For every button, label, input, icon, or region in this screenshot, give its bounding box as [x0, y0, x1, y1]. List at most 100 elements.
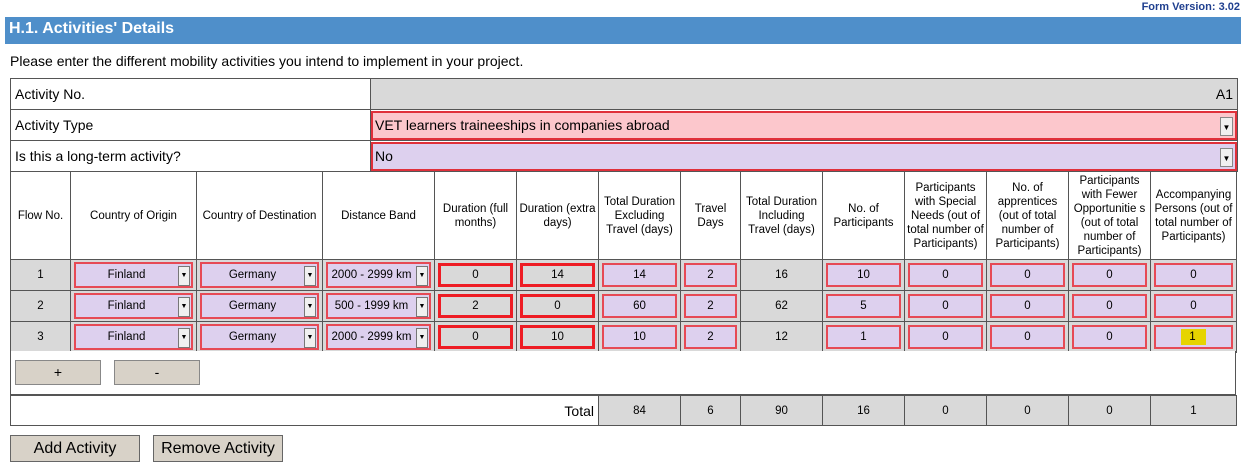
months-input[interactable]: 0 — [438, 325, 513, 349]
activity-type-label: Activity Type — [10, 109, 371, 141]
accompanying-input[interactable]: 0 — [1154, 263, 1233, 287]
travel-cell: 2 — [680, 290, 741, 322]
chevron-down-icon[interactable]: ▼ — [178, 328, 190, 348]
accompanying-input[interactable]: 0 — [1154, 294, 1233, 318]
col-duration-extra-days: Duration (extra days) — [516, 171, 599, 260]
remove-activity-button[interactable]: Remove Activity — [153, 435, 283, 462]
travel-days-input[interactable]: 2 — [684, 325, 737, 349]
col-fewer-opportunities: Participants with Fewer Opportunitie s (… — [1068, 171, 1151, 260]
fewer-opportunities-input[interactable]: 0 — [1072, 263, 1147, 287]
fewer-sum: 0 — [1068, 395, 1151, 426]
activity-type-value: VET learners traineeships in companies a… — [375, 116, 670, 133]
extra-days-cell: 14 — [516, 259, 599, 291]
long-term-value: No — [375, 147, 393, 164]
participants-cell: 10 — [822, 259, 905, 291]
extra-days-input[interactable]: 10 — [520, 325, 595, 349]
origin-cell: Finland ▼ — [70, 259, 197, 291]
long-term-dropdown[interactable]: No ▼ — [371, 141, 1237, 171]
distance-dropdown[interactable]: 2000 - 2999 km ▼ — [326, 324, 431, 350]
origin-cell: Finland ▼ — [70, 321, 197, 353]
total-incl-value: 62 — [775, 300, 788, 312]
participants-input[interactable]: 1 — [826, 325, 901, 349]
destination-dropdown[interactable]: Germany ▼ — [200, 262, 319, 288]
extra-days-input[interactable]: 0 — [520, 294, 595, 318]
apprentices-cell: 0 — [986, 321, 1069, 353]
flow-no: 2 — [10, 290, 71, 322]
travel-sum: 6 — [680, 395, 741, 426]
destination-dropdown[interactable]: Germany ▼ — [200, 324, 319, 350]
chevron-down-icon[interactable]: ▼ — [416, 328, 428, 348]
origin-dropdown[interactable]: Finland ▼ — [74, 324, 193, 350]
activity-info-table: Activity No. A1 Activity Type VET learne… — [10, 78, 1238, 172]
participants-input[interactable]: 5 — [826, 294, 901, 318]
special-cell: 0 — [904, 259, 987, 291]
travel-days-input[interactable]: 2 — [684, 263, 737, 287]
chevron-down-icon[interactable]: ▼ — [178, 266, 190, 286]
add-row-button[interactable]: + — [15, 360, 101, 385]
total-incl-cell: 62 — [740, 290, 823, 322]
col-total-excl-travel: Total Duration Excluding Travel (days) — [598, 171, 681, 260]
activity-type-dropdown[interactable]: VET learners traineeships in companies a… — [371, 110, 1237, 140]
accompanying-input[interactable]: 1 — [1154, 325, 1233, 349]
remove-row-button[interactable]: - — [114, 360, 200, 385]
destination-cell: Germany ▼ — [196, 290, 323, 322]
origin-dropdown[interactable]: Finland ▼ — [74, 293, 193, 319]
distance-dropdown[interactable]: 500 - 1999 km ▼ — [326, 293, 431, 319]
special-cell: 0 — [904, 290, 987, 322]
months-input[interactable]: 0 — [438, 263, 513, 287]
fewer-opportunities-input[interactable]: 0 — [1072, 325, 1147, 349]
flow-no: 1 — [10, 259, 71, 291]
distance-dropdown[interactable]: 2000 - 2999 km ▼ — [326, 262, 431, 288]
chevron-down-icon[interactable]: ▼ — [1220, 147, 1233, 167]
total-excl-value: 60 — [602, 294, 677, 318]
special-sum: 0 — [904, 395, 987, 426]
flow-no-value: 1 — [37, 269, 44, 281]
accompanying-sum: 1 — [1150, 395, 1237, 426]
special-needs-input[interactable]: 0 — [908, 294, 983, 318]
chevron-down-icon[interactable]: ▼ — [178, 297, 190, 317]
chevron-down-icon[interactable]: ▼ — [304, 297, 316, 317]
origin-value: Finland — [107, 331, 146, 343]
col-country-origin: Country of Origin — [70, 171, 197, 260]
apprentices-cell: 0 — [986, 259, 1069, 291]
apprentices-input[interactable]: 0 — [990, 325, 1065, 349]
row-controls: + - — [10, 351, 1236, 395]
apprentices-input[interactable]: 0 — [990, 294, 1065, 318]
total-incl-value: 12 — [775, 331, 788, 343]
total-incl-cell: 12 — [740, 321, 823, 353]
months-input[interactable]: 2 — [438, 294, 513, 318]
special-needs-input[interactable]: 0 — [908, 263, 983, 287]
special-cell: 0 — [904, 321, 987, 353]
extra-days-input[interactable]: 14 — [520, 263, 595, 287]
chevron-down-icon[interactable]: ▼ — [416, 266, 428, 286]
total-excl-value: 14 — [602, 263, 677, 287]
participants-sum: 16 — [822, 395, 905, 426]
total-incl-cell: 16 — [740, 259, 823, 291]
accompanying-value-highlighted: 1 — [1181, 329, 1206, 345]
destination-dropdown[interactable]: Germany ▼ — [200, 293, 319, 319]
apprentices-sum: 0 — [986, 395, 1069, 426]
long-term-label: Is this a long-term activity? — [10, 140, 371, 172]
distance-value: 500 - 1999 km — [334, 300, 409, 312]
months-cell: 2 — [434, 290, 517, 322]
add-activity-button[interactable]: Add Activity — [10, 435, 140, 462]
total-incl-value: 16 — [775, 269, 788, 281]
chevron-down-icon[interactable]: ▼ — [416, 297, 428, 317]
col-special-needs: Participants with Special Needs (out of … — [904, 171, 987, 260]
flows-table: Flow No. Country of Origin Country of De… — [10, 171, 1237, 353]
chevron-down-icon[interactable]: ▼ — [304, 266, 316, 286]
fewer-opportunities-input[interactable]: 0 — [1072, 294, 1147, 318]
totals-row: Total 84 6 90 16 0 0 0 1 — [10, 395, 1237, 426]
travel-days-input[interactable]: 2 — [684, 294, 737, 318]
chevron-down-icon[interactable]: ▼ — [1220, 116, 1233, 136]
totals-table: Total 84 6 90 16 0 0 0 1 — [10, 395, 1237, 426]
special-needs-input[interactable]: 0 — [908, 325, 983, 349]
chevron-down-icon[interactable]: ▼ — [304, 328, 316, 348]
accompanying-cell: 0 — [1150, 259, 1237, 291]
participants-input[interactable]: 10 — [826, 263, 901, 287]
extra-days-cell: 0 — [516, 290, 599, 322]
months-cell: 0 — [434, 259, 517, 291]
origin-dropdown[interactable]: Finland ▼ — [74, 262, 193, 288]
apprentices-input[interactable]: 0 — [990, 263, 1065, 287]
flow-no-value: 2 — [37, 300, 44, 312]
